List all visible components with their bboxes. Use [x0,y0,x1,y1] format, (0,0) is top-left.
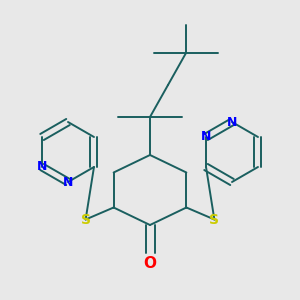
Text: N: N [63,176,73,188]
Text: S: S [209,212,219,226]
Text: N: N [201,130,211,143]
Text: N: N [37,160,47,173]
Text: N: N [227,116,237,128]
Text: O: O [143,256,157,271]
Text: S: S [81,212,91,226]
